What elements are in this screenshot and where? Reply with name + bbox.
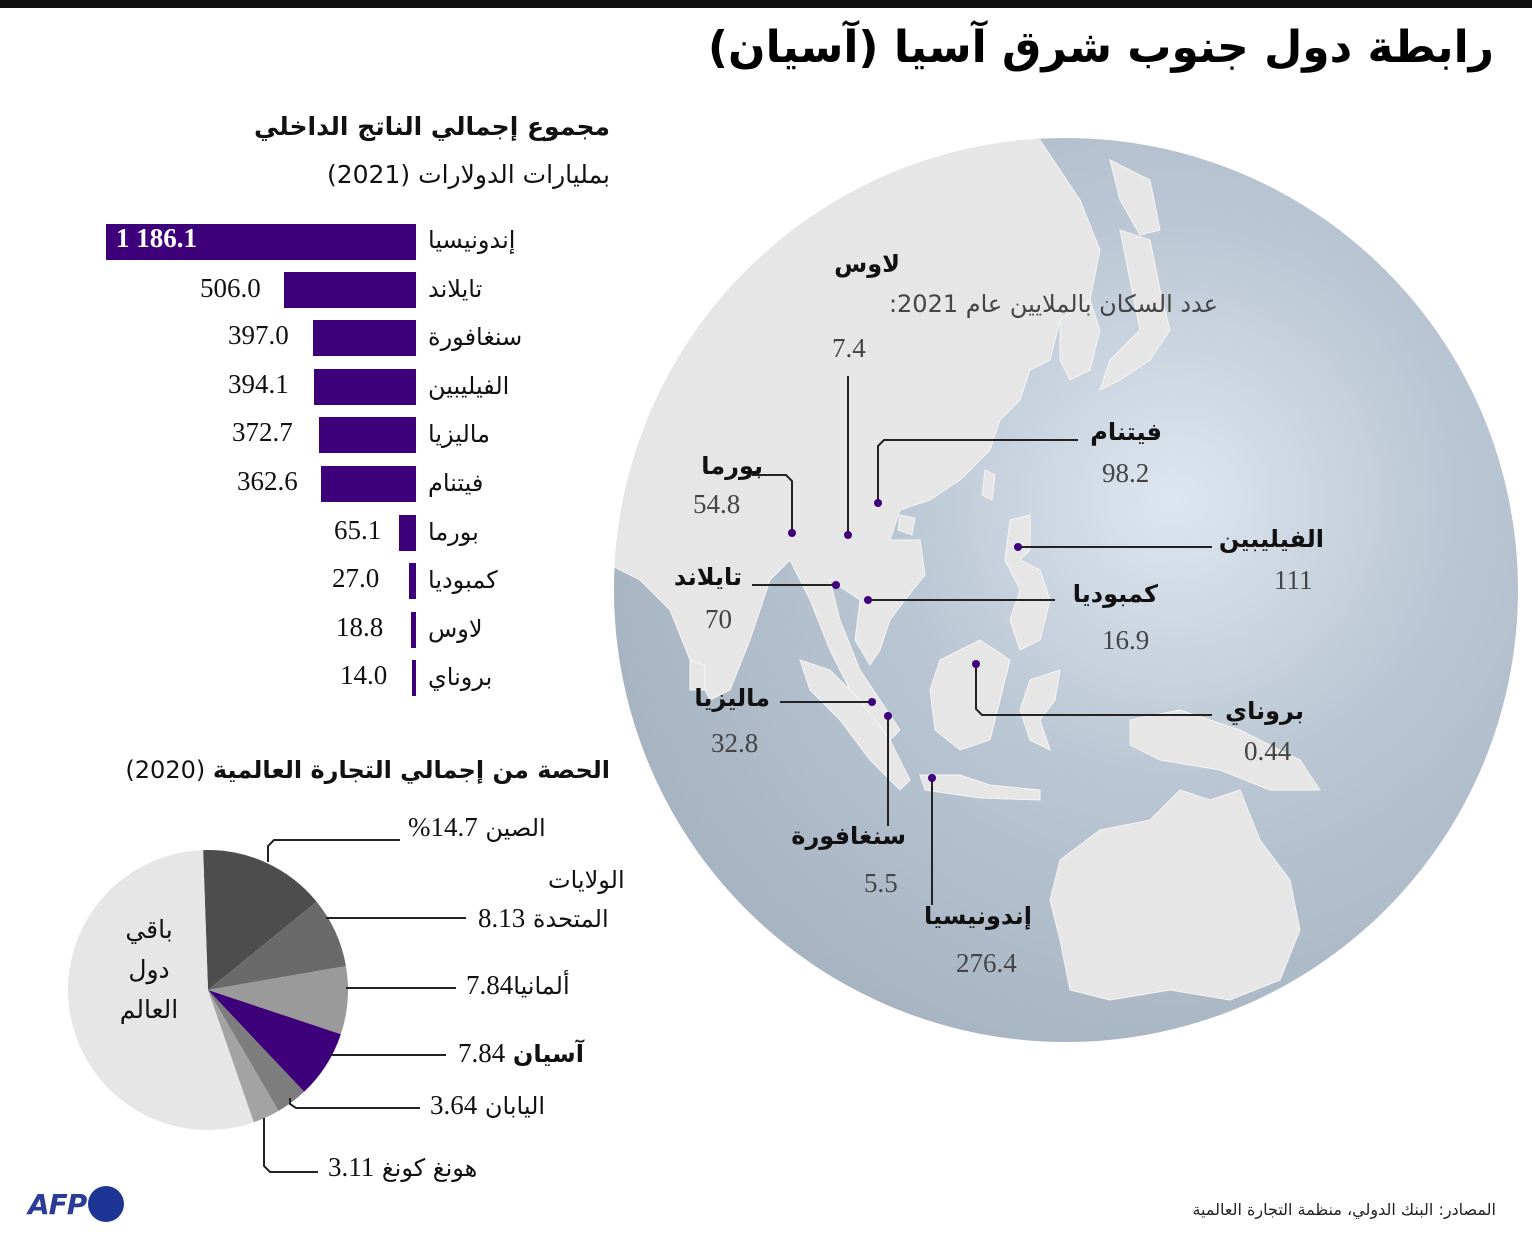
pie-value-germany: 7.84 [466,970,514,1000]
pie-label-china: الصين 14.7% [408,812,546,843]
pie-label-germany: ألمانيا7.84 [466,970,570,1001]
map-value-burma: 54.8 [693,489,741,519]
pie-leader-lines [263,839,466,1173]
rest-label-line2: دول [128,955,170,984]
pie-slice [208,901,346,990]
gdp-label-indonesia: إندونيسيا [428,226,516,254]
gdp-value-brunei: 14.0 [340,660,388,690]
map-value-philippines: 111 [1274,565,1313,595]
gdp-label-laos: لاوس [428,615,483,643]
afp-logo-dot [88,1186,125,1222]
gdp-bar-brunei [412,660,416,696]
pie-slice [203,849,317,990]
leader-lines [752,376,1212,905]
gdp-value-laos: 18.8 [336,612,384,642]
map-label-singapore: سنغافورة [791,822,906,850]
gdp-label-singapore: سنغافورة [428,323,523,351]
pie-slice [208,990,305,1111]
map-label-brunei: بروناي [1225,697,1304,725]
pie-value-usa: 8.13 [478,903,526,933]
map-label-laos: لاوس [834,250,900,278]
pie-slice [68,850,254,1130]
gdp-chart-title: مجموع إجمالي الناتج الداخلي [254,112,610,141]
gdp-value-thailand: 506.0 [200,273,261,303]
pie-label-usa: المتحدة 8.13 [478,903,609,934]
trade-title-main: الحصة من إجمالي التجارة العالمية [212,756,610,784]
page-title: رابطة دول جنوب شرق آسيا (آسيان) [707,22,1494,73]
gdp-label-brunei: بروناي [428,663,493,691]
rest-label-line3: العالم [119,995,179,1024]
pie-name-hongkong: هونغ كونغ [381,1154,478,1182]
pie-slice [208,990,279,1123]
map-value-cambodia: 16.9 [1102,625,1150,655]
gdp-label-malaysia: ماليزيا [428,420,490,448]
gdp-bar-philippines [314,369,416,405]
gdp-label-burma: بورما [428,518,479,546]
afp-logo: AFP [28,1186,125,1222]
afp-logo-text: AFP [28,1187,87,1221]
map-label-malaysia: ماليزيا [694,684,770,712]
gdp-value-burma: 65.1 [334,515,382,545]
map-label-vietnam: فيتنام [1090,418,1162,446]
gdp-value-philippines: 394.1 [228,369,289,399]
gdp-bar-cambodia [409,563,416,599]
gdp-label-philippines: الفيليبين [428,372,510,400]
pie-name-asean: آسيان [512,1040,585,1068]
map-value-vietnam: 98.2 [1102,458,1150,488]
pie-slice [208,990,341,1092]
map-value-singapore: 5.5 [864,868,898,898]
pie-name-china: الصين [485,814,546,842]
pie-label-rest-of-world: باقي دول العالم [94,910,204,1030]
pie-slices [68,849,348,1130]
gdp-value-singapore: 397.0 [228,320,289,350]
map-value-brunei: 0.44 [1244,736,1292,766]
gdp-value-malaysia: 372.7 [232,417,293,447]
map-label-philippines: الفيليبين [1218,525,1324,553]
gdp-value-vietnam: 362.6 [237,466,298,496]
map-label-burma: بورما [701,452,763,480]
map-label-indonesia: إندونيسيا [923,902,1032,930]
gdp-bar-thailand [284,272,416,308]
gdp-bar-vietnam [321,466,416,502]
gdp-bar-laos [411,612,416,648]
gdp-bar-indonesia [106,224,416,260]
pie-name-japan: اليابان [484,1092,546,1120]
gdp-label-thailand: تايلاند [428,275,483,303]
source-credit: المصادر: البنك الدولي، منظمة التجارة الع… [1192,1200,1496,1219]
pie-label-japan: اليابان 3.64 [430,1090,545,1121]
pie-label-usa-line1: الولايات [548,866,625,894]
pie-value-asean: 7.84 [458,1038,506,1068]
rest-label-line1: باقي [125,915,173,944]
map-population-note: عدد السكان بالملايين عام 2021: [888,290,1218,318]
gdp-value-cambodia: 27.0 [332,563,380,593]
gdp-label-cambodia: كمبوديا [428,566,498,594]
map-value-laos: 7.4 [832,333,866,363]
pie-label-hongkong: هونغ كونغ 3.11 [328,1152,477,1183]
gdp-bar-burma [399,515,416,551]
gdp-chart-subtitle: بمليارات الدولارات (2021) [326,160,610,189]
pie-value-hongkong: 3.11 [328,1152,375,1182]
gdp-bar-singapore [313,320,416,356]
map-label-cambodia: كمبوديا [1072,580,1158,608]
pie-name-germany: ألمانيا [513,972,570,1000]
gdp-bar-malaysia [319,417,416,453]
top-rule [0,0,1532,8]
pie-slice [208,966,348,1035]
map-value-indonesia: 276.4 [956,948,1017,978]
pie-name-usa: المتحدة [532,905,609,933]
trade-chart-title: الحصة من إجمالي التجارة العالمية (2020) [125,756,610,784]
map-label-thailand: تايلاند [673,563,742,591]
pie-label-asean: آسيان 7.84 [458,1038,584,1069]
trade-title-year: (2020) [125,756,206,784]
gdp-label-vietnam: فيتنام [428,469,484,497]
map-value-thailand: 70 [705,604,732,634]
map-value-malaysia: 32.8 [711,728,759,758]
pie-value-china: 14.7% [408,812,478,842]
pie-value-japan: 3.64 [430,1090,478,1120]
country-dots [788,499,1022,782]
gdp-value-indonesia: 1 186.1 [116,223,197,253]
